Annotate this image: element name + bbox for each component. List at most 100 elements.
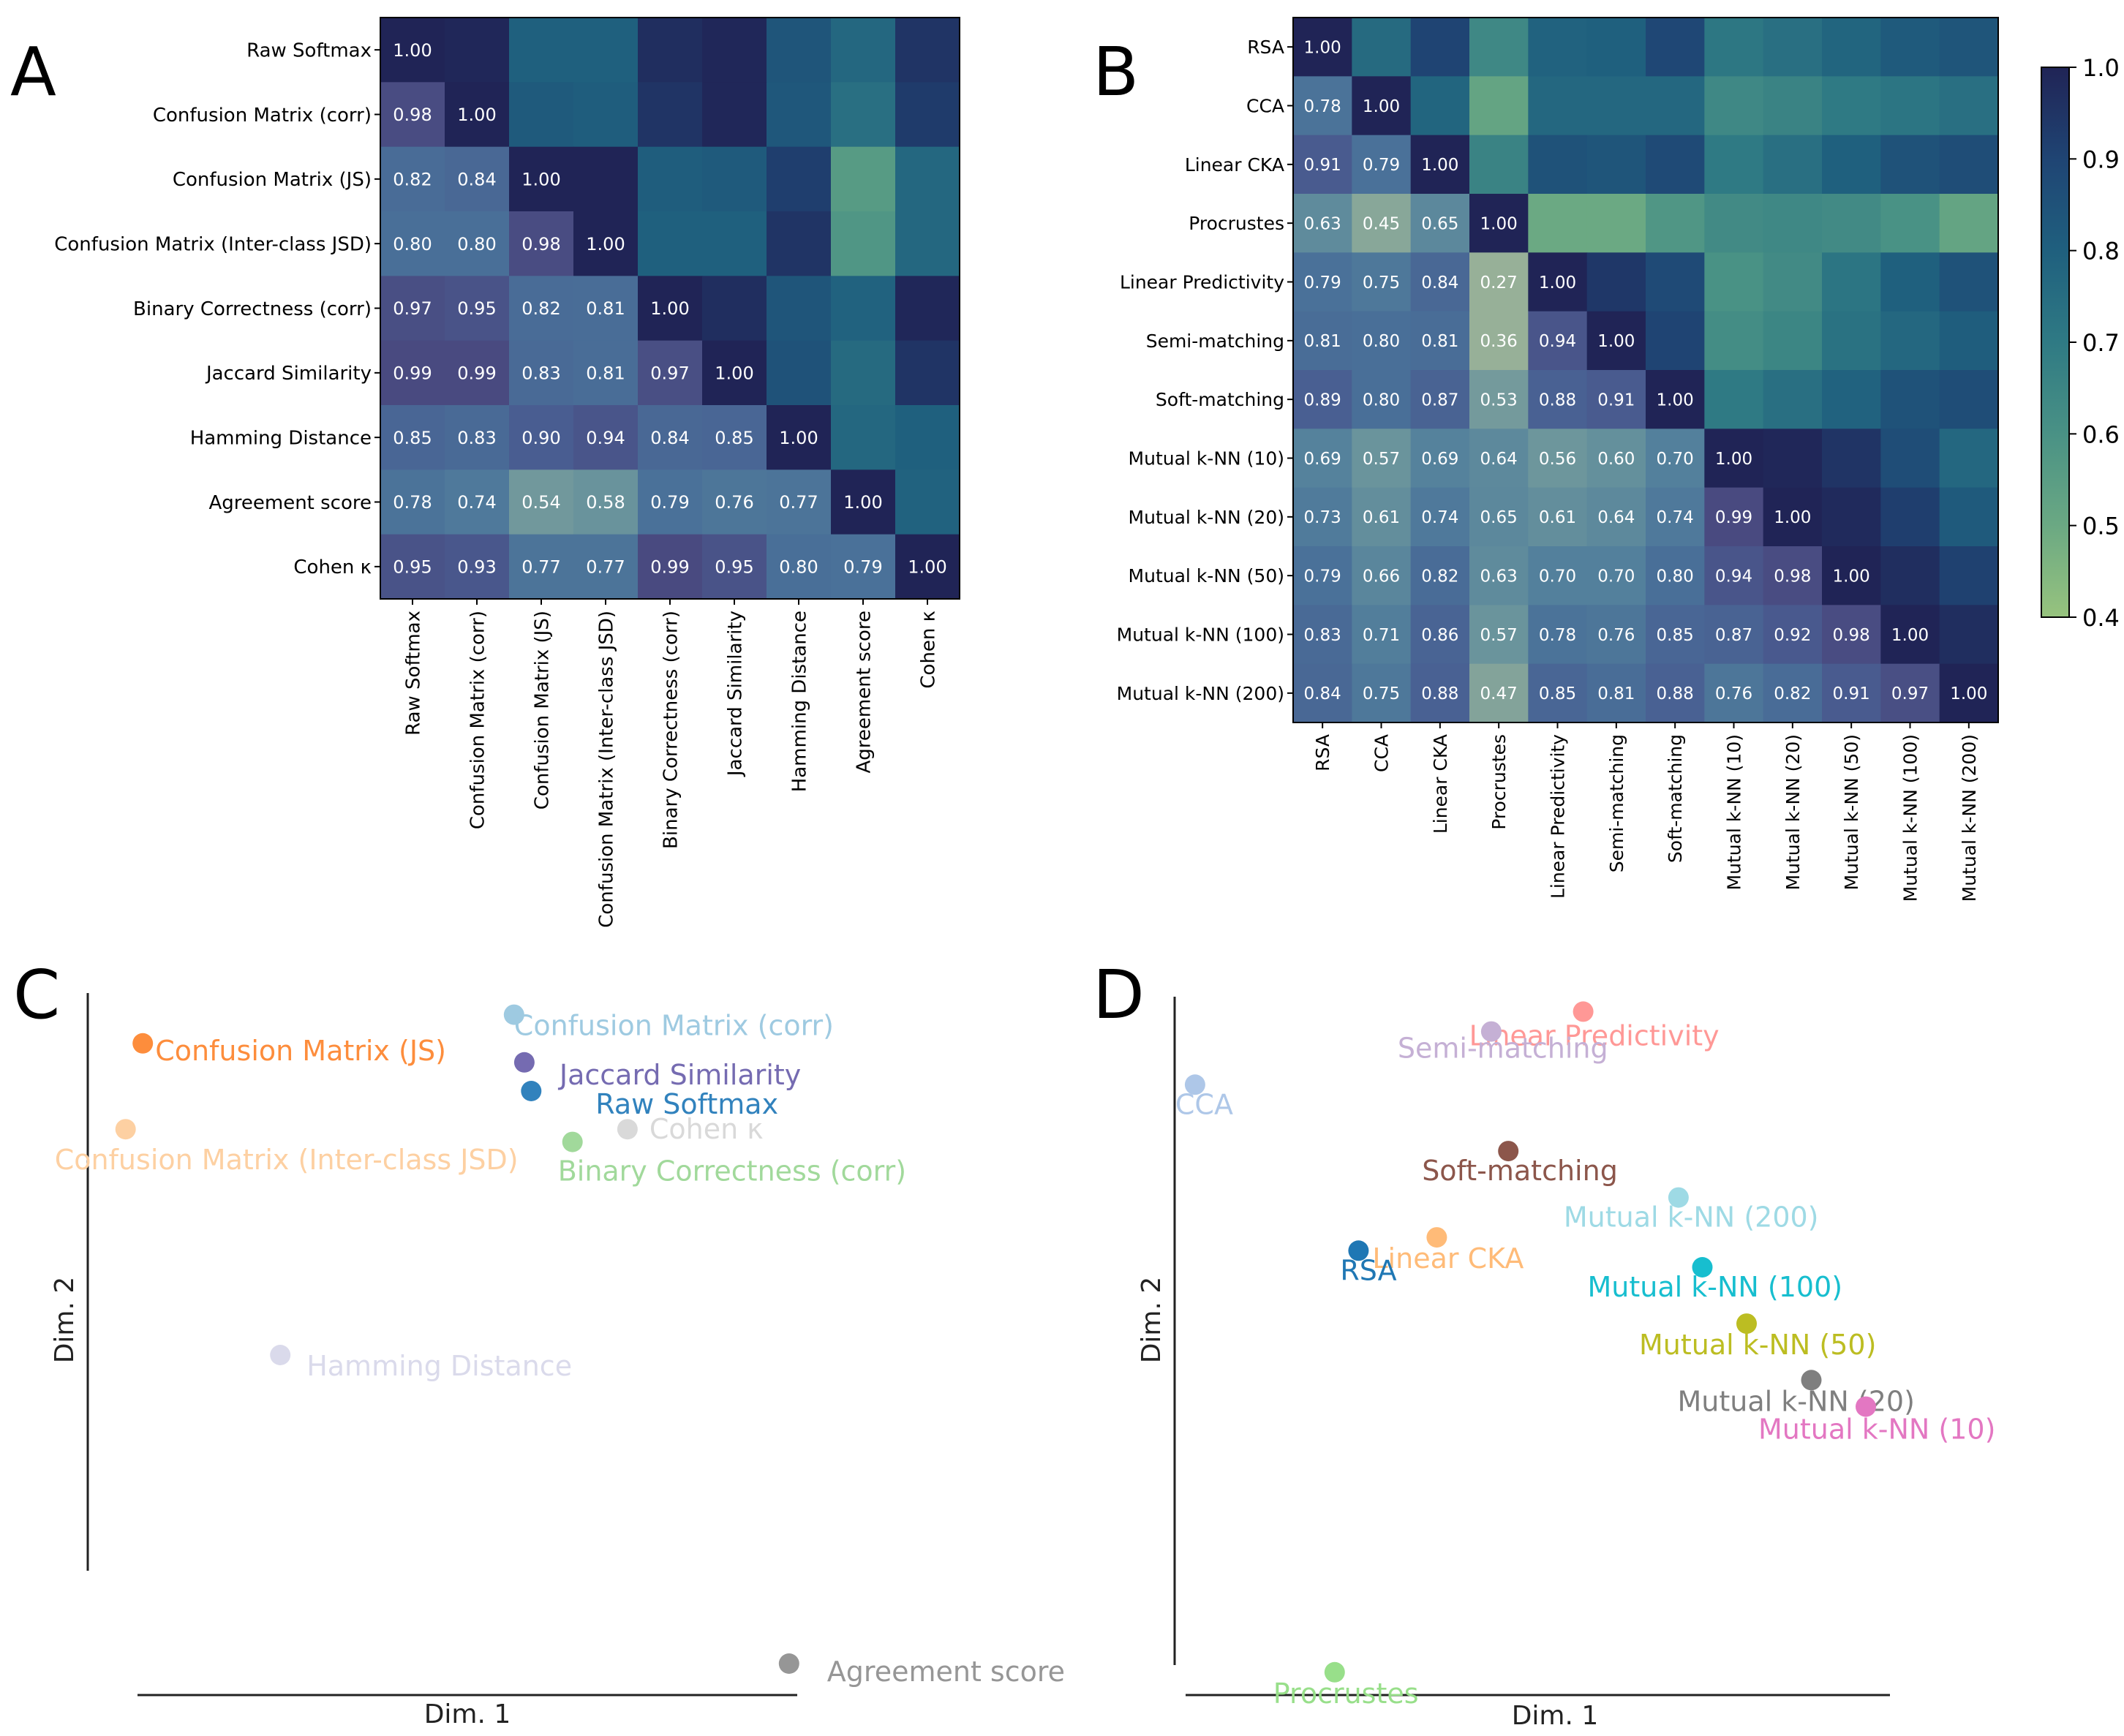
heatmap-b-cell — [1410, 605, 1470, 665]
heatmap-b-col-label: Mutual k-NN (50) — [1841, 734, 1862, 890]
heatmap-a-cell-label: 0.99 — [457, 363, 496, 383]
heatmap-b-cell-label: 0.98 — [1833, 626, 1870, 645]
scatter-c-xlabel: Dim. 1 — [424, 1699, 511, 1729]
heatmap-a-cell — [638, 82, 703, 148]
heatmap-b-cell — [1528, 18, 1588, 77]
scatter-d-point-mutual-k-nn-50 — [1736, 1313, 1757, 1335]
heatmap-a-cell — [767, 18, 832, 83]
heatmap-b-cell — [1939, 605, 1999, 665]
heatmap-b-cell-label: 0.76 — [1597, 626, 1635, 645]
heatmap-b-cell — [1939, 663, 1999, 723]
heatmap-b-cell — [1352, 252, 1412, 312]
heatmap-a-cell — [509, 146, 574, 212]
heatmap-a-col-label: Jaccard Similarity — [724, 611, 746, 777]
heatmap-b-cell — [1293, 605, 1352, 665]
heatmap-b-cell-label: 0.47 — [1480, 684, 1518, 703]
heatmap-a-cell — [895, 146, 960, 212]
heatmap-a-cell-label: 1.00 — [586, 234, 625, 254]
heatmap-b-cell — [1646, 18, 1705, 77]
heatmap-b-cell — [1352, 663, 1412, 723]
heatmap-b-cell-label: 0.81 — [1597, 684, 1635, 703]
heatmap-a-col-label: Agreement score — [853, 611, 875, 774]
heatmap-b-col-label: Soft-matching — [1665, 734, 1686, 863]
heatmap-b-cell — [1352, 487, 1412, 547]
heatmap-b-col-label: Mutual k-NN (20) — [1782, 734, 1804, 890]
heatmap-b-cell-label: 0.85 — [1657, 626, 1694, 645]
heatmap-b-cell-label: 0.70 — [1539, 567, 1576, 586]
heatmap-b-cell — [1763, 252, 1823, 312]
heatmap-b-cell — [1352, 194, 1412, 253]
heatmap-b-col-label: Mutual k-NN (200) — [1959, 734, 1980, 902]
heatmap-b-cell — [1939, 194, 1999, 253]
heatmap-b-cell — [1469, 76, 1529, 136]
heatmap-b-cell — [1586, 194, 1646, 253]
heatmap-a-row-label: Agreement score — [208, 492, 372, 514]
heatmap-a-col-label: Confusion Matrix (corr) — [467, 611, 489, 829]
heatmap-b-cell-label: 0.63 — [1480, 567, 1518, 586]
heatmap-b-cell — [1763, 311, 1823, 371]
heatmap-b-cell — [1293, 135, 1352, 195]
scatter-c-point-label-cohen-kappa: Cohen κ — [649, 1113, 764, 1145]
scatter-d-point-cca — [1184, 1074, 1205, 1095]
heatmap-a-cell — [702, 276, 767, 341]
heatmap-a-cell — [638, 534, 703, 600]
heatmap-a-cell — [638, 18, 703, 83]
heatmap-b-cell — [1410, 311, 1470, 371]
heatmap-a-cell — [380, 405, 445, 470]
heatmap-b-cell-label: 0.88 — [1539, 390, 1576, 410]
heatmap-b-cell — [1410, 76, 1470, 136]
heatmap-b-cell-label: 0.81 — [1304, 332, 1341, 351]
heatmap-b-cell-label: 0.78 — [1539, 626, 1576, 645]
heatmap-a-cell-label: 0.99 — [650, 556, 689, 577]
heatmap-a-cell-label: 0.99 — [393, 363, 432, 383]
heatmap-b-cell-label: 0.45 — [1363, 214, 1400, 233]
heatmap-a-cell — [380, 146, 445, 212]
heatmap-b-cell — [1586, 546, 1646, 605]
panel-letter-a: A — [10, 33, 56, 111]
scatter-c-point-binary-correctness-corr — [562, 1131, 583, 1152]
heatmap-a-cell — [895, 211, 960, 276]
heatmap-b-cell — [1352, 546, 1412, 605]
heatmap-b-cell-label: 0.86 — [1421, 626, 1458, 645]
heatmap-b-cell-label: 0.56 — [1539, 450, 1576, 469]
heatmap-b-cell — [1880, 311, 1940, 371]
heatmap-b-cell — [1704, 663, 1764, 723]
heatmap-b-cell — [1646, 370, 1705, 429]
heatmap-b-cell-label: 0.69 — [1304, 450, 1341, 469]
heatmap-b-cell-label: 1.00 — [1715, 450, 1752, 469]
heatmap-a-col-label: Cohen κ — [917, 611, 939, 689]
colorbar: 1.0 0.9 0.8 0.7 0.6 0.5 0.4 — [2041, 54, 2120, 632]
heatmap-a-row-label: Confusion Matrix (JS) — [173, 169, 372, 191]
heatmap-a-cell — [831, 146, 896, 212]
heatmap-b-cell — [1704, 18, 1764, 77]
heatmap-b-cell — [1822, 135, 1881, 195]
heatmap-b-cell-label: 0.89 — [1304, 390, 1341, 410]
panel-letter-b: B — [1093, 33, 1139, 111]
heatmap-b-cell — [1763, 663, 1823, 723]
heatmap-b-cell-label: 0.69 — [1421, 450, 1458, 469]
scatter-d-point-mutual-k-nn-100 — [1692, 1257, 1713, 1278]
heatmap-a-row-label: Jaccard Similarity — [205, 363, 372, 385]
heatmap-b-cell — [1880, 252, 1940, 312]
heatmap-a-cell — [445, 405, 510, 470]
heatmap-a-cell — [380, 469, 445, 535]
heatmap-b-row-label: Mutual k-NN (50) — [1129, 565, 1284, 586]
scatter-d-point-mutual-k-nn-20 — [1801, 1370, 1822, 1391]
heatmap-b-cell — [1352, 429, 1412, 488]
heatmap-b-cell-label: 0.83 — [1304, 626, 1341, 645]
scatter-d-point-linear-predictivity — [1573, 1001, 1594, 1022]
heatmap-b-cell-label: 0.92 — [1774, 626, 1811, 645]
heatmap-b-cell — [1880, 546, 1940, 605]
heatmap-a-cell — [702, 211, 767, 276]
heatmap-a-cell — [831, 82, 896, 148]
heatmap-a-cell — [380, 211, 445, 276]
heatmap-b-cell-label: 0.71 — [1363, 626, 1400, 645]
heatmap-b-cell — [1646, 546, 1705, 605]
scatter-c-point-confusion-matrix-inter-class-jsd — [115, 1119, 136, 1140]
heatmap-a-cell-label: 1.00 — [650, 298, 689, 319]
scatter-d-point-label-rsa: RSA — [1340, 1254, 1396, 1286]
heatmap-b-cell — [1528, 135, 1588, 195]
colorbar-tick-label: 0.8 — [2082, 238, 2120, 265]
heatmap-b-cell — [1528, 429, 1588, 488]
